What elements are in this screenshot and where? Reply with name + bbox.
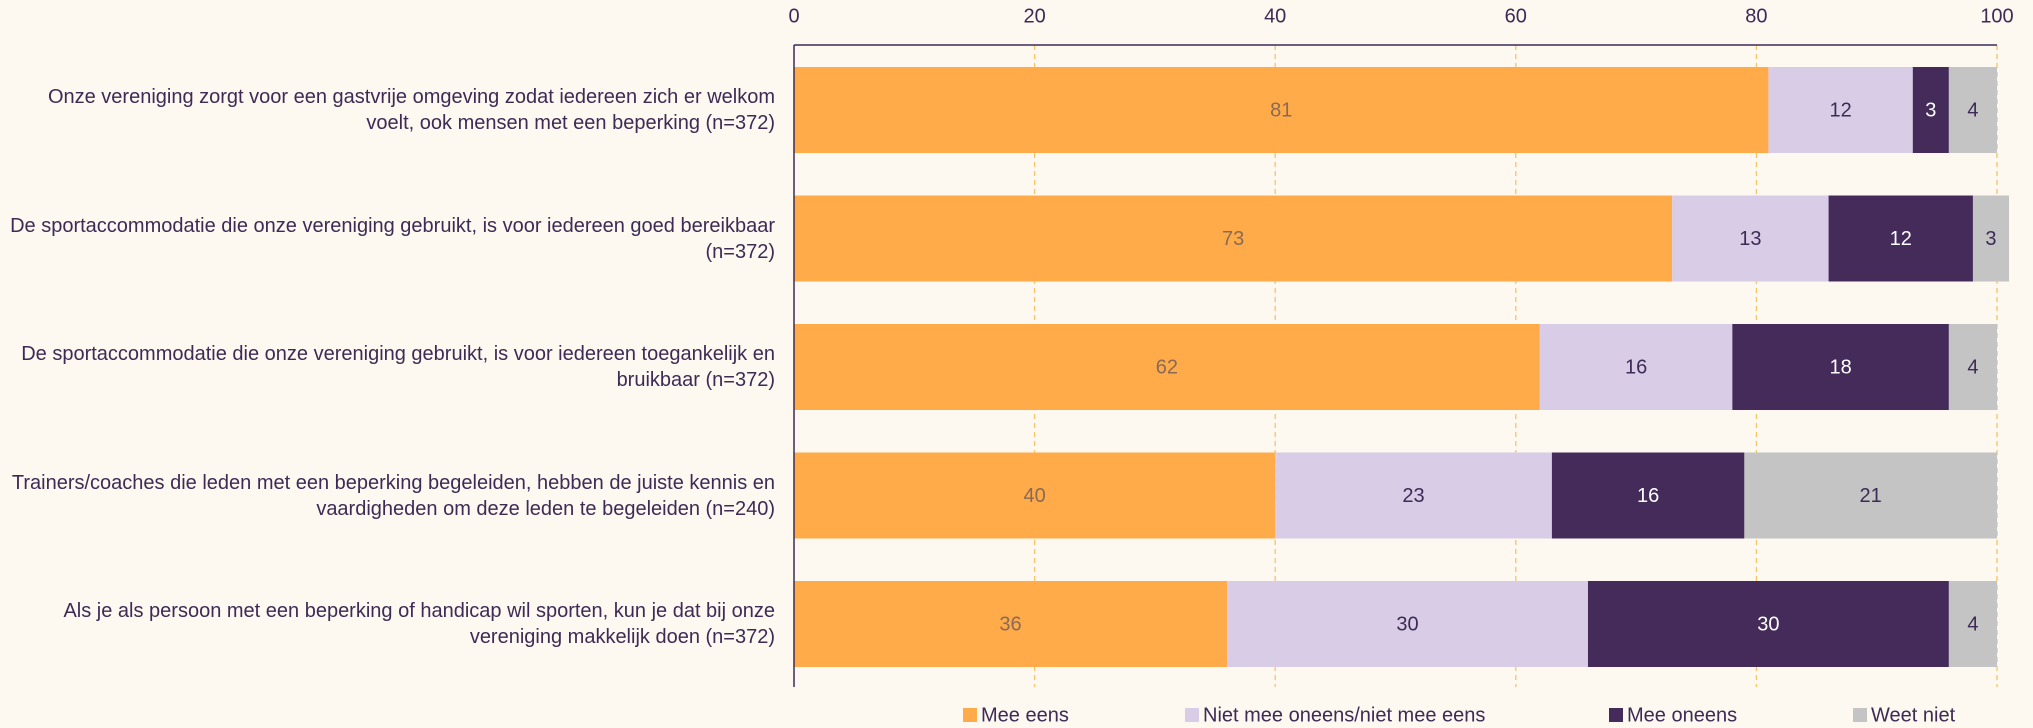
bar-segment — [1828, 195, 1973, 282]
legend-label: Mee oneens — [1627, 704, 1737, 726]
bar-segment — [1275, 452, 1552, 539]
value-label: 4 — [1967, 99, 1978, 121]
bar-segment — [794, 581, 1228, 667]
bar-segment — [1672, 195, 1829, 282]
value-label: 16 — [1625, 356, 1647, 378]
value-label: 62 — [1156, 356, 1178, 378]
value-label: 18 — [1829, 356, 1851, 378]
category-label: De sportaccommodatie die onze vereniging… — [21, 343, 775, 391]
value-label: 12 — [1829, 99, 1851, 121]
legend-swatch — [1185, 708, 1199, 722]
value-label: 16 — [1637, 485, 1659, 507]
legend-label: Niet mee oneens/niet mee eens — [1203, 704, 1485, 726]
bar-segment — [794, 324, 1540, 410]
bar-segment — [1948, 324, 1997, 410]
bar-segment — [1539, 324, 1733, 410]
value-label: 13 — [1739, 228, 1761, 250]
x-tick-label: 0 — [788, 5, 799, 27]
bar-segment — [1587, 581, 1949, 667]
value-label: 40 — [1023, 485, 1045, 507]
value-label: 30 — [1396, 613, 1418, 635]
value-label: 81 — [1270, 99, 1292, 121]
bar-segment — [794, 452, 1276, 539]
x-tick-label: 20 — [1023, 5, 1045, 27]
bar-segment — [1972, 195, 2010, 282]
value-label: 12 — [1890, 228, 1912, 250]
bar-segment — [794, 195, 1673, 282]
value-label: 21 — [1860, 485, 1882, 507]
legend-label: Mee eens — [981, 704, 1069, 726]
value-label: 4 — [1967, 356, 1978, 378]
bar-segment — [1948, 67, 1997, 153]
bar-segment — [1744, 452, 1997, 539]
bar-segment — [1732, 324, 1949, 410]
value-label: 30 — [1757, 613, 1779, 635]
x-tick-label: 100 — [1980, 5, 2013, 27]
x-tick-label: 40 — [1264, 5, 1286, 27]
legend-swatch — [1609, 708, 1623, 722]
legend-swatch — [963, 708, 977, 722]
legend-swatch — [1853, 708, 1867, 722]
value-label: 36 — [999, 613, 1021, 635]
bar-segment — [794, 67, 1769, 153]
value-label: 73 — [1222, 228, 1244, 250]
bar-segment — [1912, 67, 1949, 153]
value-label: 3 — [1985, 228, 1996, 250]
x-tick-label: 60 — [1505, 5, 1527, 27]
value-label: 4 — [1967, 613, 1978, 635]
value-label: 3 — [1925, 99, 1936, 121]
category-label: Als je als persoon met een beperking of … — [63, 600, 775, 648]
bar-segment — [1948, 581, 1997, 667]
bar-segment — [1768, 67, 1913, 153]
bar-segment — [1227, 581, 1588, 667]
category-label: Trainers/coaches die leden met een beper… — [11, 471, 775, 520]
bar-segment — [1551, 452, 1745, 539]
legend-label: Weet niet — [1871, 704, 1956, 726]
value-label: 23 — [1402, 485, 1424, 507]
category-label: De sportaccommodatie die onze vereniging… — [10, 214, 775, 263]
category-label: Onze vereniging zorgt voor een gastvrije… — [47, 86, 775, 134]
x-tick-label: 80 — [1745, 5, 1767, 27]
